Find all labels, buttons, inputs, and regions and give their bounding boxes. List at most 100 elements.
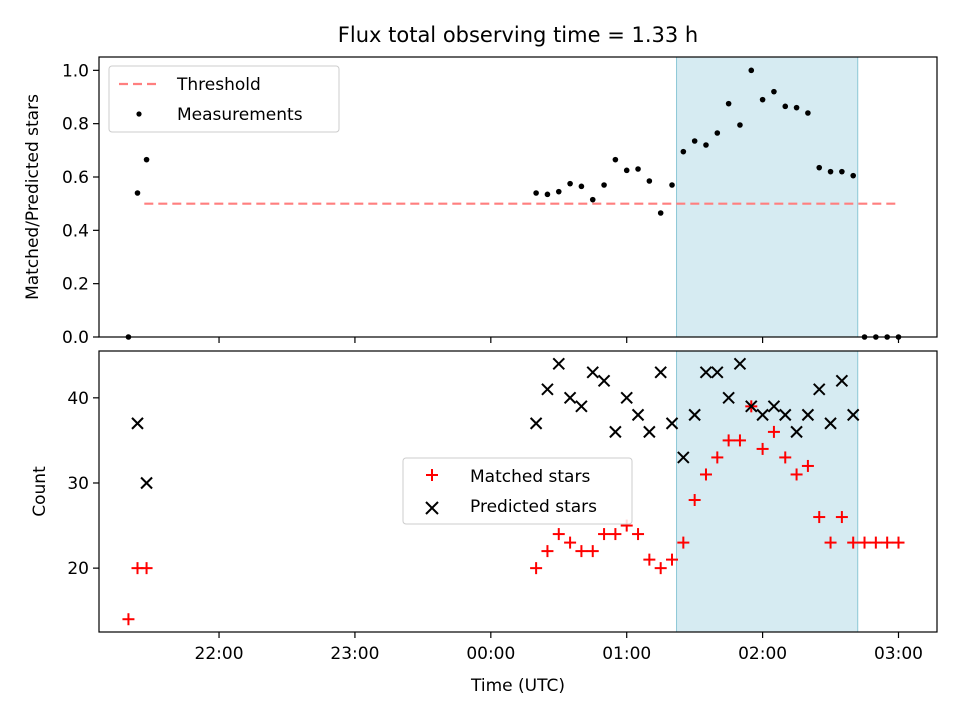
x-tick-label: 23:00 [330,644,379,664]
legend-measurements-swatch [136,111,142,117]
predicted-star-point [631,408,645,422]
legend-threshold-label: Threshold [176,75,261,95]
matched-star-point [666,553,679,566]
legend-measurements-label: Measurements [177,105,303,125]
predicted-star-point [575,400,588,413]
top-legend-box [108,65,340,133]
predicted-star-point [711,366,724,379]
top-y-ticks: 0.0 0.2 0.4 0.6 0.8 1.0 [62,61,99,348]
predicted-star-point [779,408,792,422]
measurement-point [680,148,687,155]
bottom-highlight-span [676,350,859,633]
predicted-star-point [620,391,633,405]
matched-star-point [609,528,622,541]
measurement-point [623,167,630,174]
matched-star-point [598,528,611,541]
matched-star-point [575,545,588,558]
predicted-star-point [756,408,769,422]
matched-star-point [140,562,153,575]
measurement-point [827,168,834,175]
predicted-star-point [767,400,781,413]
bottom-y-axis-label: Count [30,466,50,517]
matched-star-point [847,536,860,549]
predicted-star-point [597,374,611,388]
matched-star-point [552,528,565,541]
x-tick-label: 00:00 [466,644,515,664]
measurement-point [793,104,800,111]
predicted-star-point [563,391,577,405]
matched-star-point [892,536,905,549]
measurement-point [714,130,721,136]
measurement-point [748,67,755,74]
predicted-star-point [541,383,554,396]
measurement-point [725,100,732,107]
matched-star-point [790,468,803,481]
matched-star-point [586,545,599,558]
y-tick-label: 0.0 [62,328,89,348]
matched-star-point [733,434,746,447]
predicted-star-point [824,417,837,430]
bottom-axes-frame [98,350,938,633]
measurement-point [782,103,789,110]
matched-star-point [835,511,848,524]
measurement-point [691,138,698,144]
x-tick-label: 22:00 [195,644,244,664]
predicted-star-point [835,374,849,388]
chart-title: Flux total observing time = 1.33 h [338,23,698,47]
measurement-point [601,182,607,188]
measurement-point [555,188,562,195]
x-tick-label: 03:00 [874,644,923,664]
predicted-star-point [552,357,565,370]
measurement-point [816,164,823,171]
measurement-point [589,196,596,203]
matched-star-point [654,562,667,575]
top-highlight-span [676,56,859,338]
legend-matched-swatch [426,469,438,481]
matched-star-point [699,468,712,481]
measurement-point [805,110,811,116]
y-tick-label: 40 [67,389,89,409]
y-tick-label: 20 [67,559,89,579]
measurement-points [125,67,902,340]
matched-star-point [643,553,656,566]
measurement-point [544,191,551,198]
measurement-point [669,182,675,188]
measurement-point [657,210,664,216]
x-tick-label: 01:00 [602,644,651,664]
predicted-star-point [586,366,599,379]
measurement-point [567,180,573,187]
matched-star-point [756,442,769,455]
bottom-legend: Matched stars Predicted stars [402,457,633,525]
x-tick-label: 02:00 [738,644,787,664]
predicted-star-point [722,391,735,405]
measurement-point [737,122,743,128]
measurement-point [646,178,653,184]
measurement-point [703,142,709,148]
matched-star-point [688,494,701,507]
matched-star-point [122,613,135,626]
predicted-star-point [131,417,144,430]
predicted-star-point [688,408,701,422]
predicted-star-point [677,451,690,464]
matched-star-point [881,536,894,549]
y-tick-label: 30 [67,474,89,494]
matched-star-point [677,536,690,549]
predicted-star-point [529,417,543,430]
y-tick-label: 0.6 [62,168,89,188]
predicted-star-point [745,400,758,413]
matched-star-point [801,459,814,472]
matched-star-point [564,536,577,549]
bottom-legend-box [402,457,633,525]
top-x-ticks [218,337,900,343]
bottom-y-ticks: 20 30 40 [67,389,99,579]
predicted-star-point [643,425,656,439]
matched-star-point [767,425,780,438]
matched-star-point [632,528,645,541]
matched-star-point [813,511,826,524]
bottom-x-ticks: 22:00 23:00 00:00 01:00 02:00 03:00 [195,632,923,664]
measurement-point [134,190,141,196]
matched-star-point [711,451,724,464]
legend-predicted-label: Predicted stars [470,497,597,517]
measurement-point [635,166,641,172]
